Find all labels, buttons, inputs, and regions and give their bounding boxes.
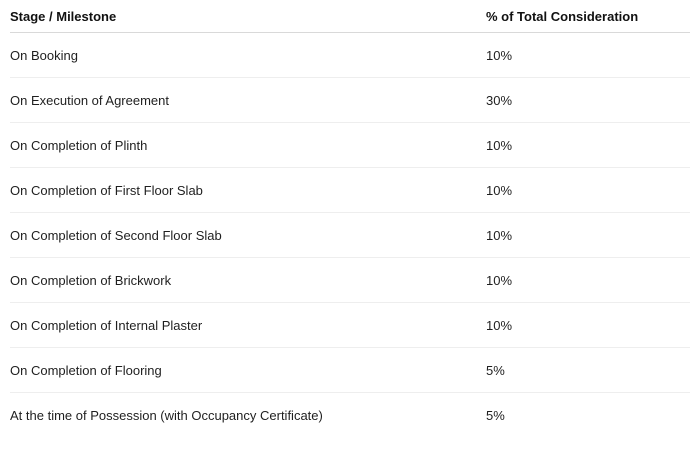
header-stage-milestone: Stage / Milestone [10, 0, 486, 33]
table-row: On Completion of Flooring 5% [10, 347, 690, 393]
percent-cell: 10% [486, 122, 690, 168]
stage-cell: On Execution of Agreement [10, 77, 486, 123]
table-row: At the time of Possession (with Occupanc… [10, 393, 690, 438]
percent-cell: 10% [486, 167, 690, 213]
table-row: On Completion of Brickwork 10% [10, 257, 690, 303]
table-body: On Booking 10% On Execution of Agreement… [10, 32, 690, 438]
table-header: Stage / Milestone % of Total Considerati… [10, 0, 690, 33]
header-row: Stage / Milestone % of Total Considerati… [10, 0, 690, 33]
percent-cell: 30% [486, 77, 690, 123]
table-row: On Completion of First Floor Slab 10% [10, 167, 690, 213]
table-row: On Completion of Plinth 10% [10, 122, 690, 168]
stage-cell: At the time of Possession (with Occupanc… [10, 407, 323, 423]
table-row: On Completion of Internal Plaster 10% [10, 302, 690, 348]
table-row: On Completion of Second Floor Slab 10% [10, 212, 690, 258]
percent-cell: 10% [486, 212, 690, 258]
percent-cell: 10% [486, 32, 690, 78]
stage-cell: On Completion of Brickwork [10, 257, 486, 303]
payment-schedule-table: Stage / Milestone % of Total Considerati… [10, 0, 690, 437]
percent-cell: 5% [486, 347, 690, 393]
table-row: On Execution of Agreement 30% [10, 77, 690, 123]
percent-cell: 10% [486, 257, 690, 303]
stage-cell: On Booking [10, 32, 486, 78]
stage-cell: On Completion of Plinth [10, 122, 486, 168]
table-row: On Booking 10% [10, 32, 690, 78]
stage-cell: On Completion of Flooring [10, 347, 486, 393]
stage-cell: On Completion of Second Floor Slab [10, 212, 486, 258]
payment-schedule-table-container: Stage / Milestone % of Total Considerati… [10, 0, 690, 437]
percent-cell: 10% [486, 302, 690, 348]
stage-cell: On Completion of First Floor Slab [10, 167, 486, 213]
percent-cell: 5% [486, 407, 505, 423]
stage-cell: On Completion of Internal Plaster [10, 302, 486, 348]
header-percent-total-consideration: % of Total Consideration [486, 0, 690, 33]
